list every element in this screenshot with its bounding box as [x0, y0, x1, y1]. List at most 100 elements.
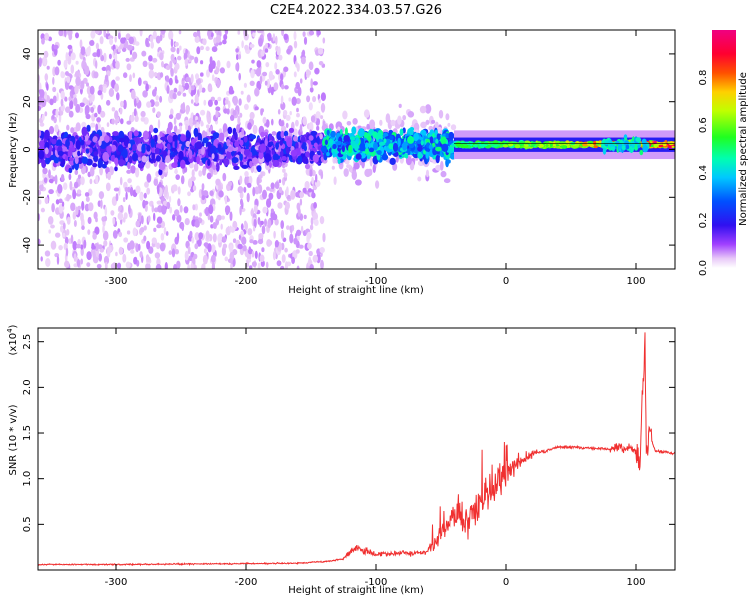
heat-cell: [38, 129, 42, 137]
heat-cell: [344, 159, 350, 165]
heat-cell: [56, 255, 60, 265]
heat-cell: [201, 187, 204, 196]
heat-cell: [342, 110, 348, 120]
heat-cell: [291, 96, 297, 106]
heat-cell: [267, 218, 272, 229]
heat-cell: [639, 149, 644, 156]
heat-cell: [165, 155, 171, 164]
heat-cell: [211, 46, 218, 53]
heat-cell: [187, 263, 190, 269]
heat-cell: [144, 200, 149, 205]
heat-cell: [244, 103, 249, 110]
heat-cell: [63, 59, 68, 69]
heat-cell: [168, 77, 173, 86]
heat-cell: [74, 169, 79, 175]
heat-cell: [202, 254, 208, 265]
heat-cell: [171, 248, 176, 258]
heat-cell: [73, 253, 77, 262]
heat-cell: [62, 232, 66, 238]
heat-cell: [202, 137, 209, 144]
heat-cell: [610, 146, 615, 151]
heat-cell: [85, 47, 91, 57]
heat-cell: [313, 202, 317, 209]
heat-cell: [112, 131, 119, 137]
heat-cell: [38, 74, 41, 84]
heat-cell: [77, 157, 83, 165]
heat-cell: [315, 111, 321, 119]
heat-cell: [48, 189, 54, 195]
heat-cell: [193, 129, 198, 138]
heat-cell: [280, 130, 285, 139]
heat-cell: [395, 155, 399, 163]
heat-cell: [587, 140, 594, 144]
heat-cell: [107, 172, 111, 181]
heat-cell: [282, 237, 287, 243]
heat-cell: [152, 57, 158, 63]
heat-cell: [179, 205, 183, 213]
heat-cell: [202, 167, 206, 176]
heat-cell: [222, 243, 228, 249]
heat-cell: [299, 78, 303, 84]
heat-cell: [52, 86, 57, 93]
snr-xtick-label: -200: [235, 577, 258, 588]
heat-cell: [226, 150, 232, 159]
heat-cell: [258, 151, 264, 160]
heat-cell: [119, 176, 123, 186]
heat-cell: [254, 186, 260, 195]
heat-cell: [407, 148, 411, 156]
heat-cell: [219, 67, 225, 74]
heat-cell: [425, 138, 430, 144]
heat-cell: [239, 153, 243, 162]
heat-cell: [191, 236, 195, 244]
heat-cell: [190, 99, 194, 104]
heat-cell: [125, 261, 131, 269]
heat-cell: [317, 47, 324, 55]
heat-cell: [641, 138, 647, 146]
heat-cell: [43, 177, 48, 184]
heat-cell: [243, 186, 247, 193]
heat-cell: [173, 87, 178, 93]
heat-cell: [303, 36, 308, 45]
heat-cell: [262, 189, 267, 200]
heat-cell: [440, 160, 444, 171]
heat-cell: [74, 156, 79, 165]
heat-cell: [139, 251, 143, 258]
heat-cell: [223, 97, 226, 106]
heat-cell: [447, 159, 451, 164]
heat-cell: [239, 205, 242, 216]
heat-cell: [385, 113, 391, 123]
heat-cell: [231, 157, 239, 164]
heat-cell: [187, 178, 193, 188]
heat-cell: [304, 163, 311, 170]
heat-cell: [625, 144, 630, 150]
heat-cell: [209, 190, 214, 197]
heat-cell: [339, 129, 343, 135]
heat-cell: [593, 140, 597, 146]
heat-cell: [119, 107, 123, 115]
heat-cell: [122, 197, 126, 203]
heat-cell: [170, 46, 176, 53]
heat-cell: [207, 243, 212, 253]
heat-cell: [84, 105, 90, 115]
heat-cell: [497, 144, 501, 147]
heat-cell: [152, 30, 157, 40]
heat-cell: [179, 45, 182, 51]
heat-cell: [65, 106, 71, 113]
heat-cell: [166, 201, 171, 210]
heat-cell: [238, 98, 242, 106]
heat-cell: [89, 40, 95, 46]
heat-cell: [158, 181, 162, 188]
heat-cell: [145, 161, 151, 169]
heat-cell: [224, 256, 229, 262]
heat-cell: [404, 153, 409, 159]
heat-cell: [216, 60, 221, 69]
heat-cell: [189, 145, 195, 151]
heat-cell: [80, 212, 84, 222]
heat-cell: [79, 102, 85, 108]
heat-cell: [281, 30, 285, 36]
heat-cell: [81, 126, 88, 137]
heat-cell: [210, 167, 214, 175]
heat-cell: [201, 194, 206, 201]
heat-cell: [117, 212, 124, 221]
heat-cell: [211, 261, 215, 269]
